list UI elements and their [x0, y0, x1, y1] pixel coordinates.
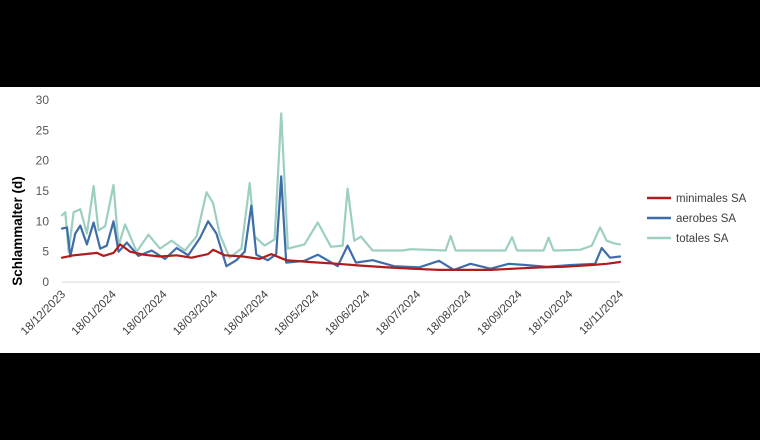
x-tick-label: 18/08/2024: [425, 288, 475, 338]
y-tick-label: 30: [36, 93, 50, 107]
legend-label-aerobes-sa: aerobes SA: [676, 213, 736, 225]
y-axis-label: Schlammalter (d): [10, 176, 25, 286]
legend-label-minimales-sa: minimales SA: [676, 193, 747, 205]
legend-label-totales-sa: totales SA: [676, 233, 729, 245]
y-tick-labels: 0 5 10 15 20 25 30: [36, 93, 50, 289]
y-tick-label: 0: [42, 275, 49, 289]
y-tick-label: 15: [36, 184, 50, 198]
x-tick-label: 18/06/2024: [323, 288, 373, 338]
y-axis-label-group: Schlammalter (d): [10, 176, 25, 286]
x-tick-label: 18/12/2023: [19, 289, 68, 338]
y-tick-label: 5: [42, 245, 49, 259]
x-tick-label: 18/11/2024: [578, 288, 627, 337]
x-tick-label: 18/02/2024: [120, 288, 170, 338]
x-tick-label: 18/07/2024: [374, 288, 424, 338]
series-line-aerobes-sa: [60, 175, 622, 271]
series-line-minimales-sa: [60, 243, 622, 271]
x-tick-label: 18/03/2024: [171, 288, 221, 338]
series-lines: [60, 112, 622, 271]
y-tick-label: 20: [36, 154, 50, 168]
y-tick-label: 10: [36, 214, 50, 228]
line-chart: Schlammalter (d) 0 5 10 15 20 25 30 18/12/2023…: [10, 93, 747, 338]
series-line-totales-sa: [60, 112, 622, 259]
x-tick-label: 18/05/2024: [273, 288, 323, 338]
x-tick-label: 18/01/2024: [70, 288, 120, 338]
x-tick-labels: 18/12/2023 18/01/2024 18/02/2024 18/03/2024…: [19, 288, 627, 338]
legend: minimales SA aerobes SA totales SA: [647, 193, 747, 245]
x-tick-label: 18/04/2024: [222, 288, 272, 338]
y-tick-label: 25: [36, 123, 50, 137]
x-tick-label: 18/09/2024: [475, 288, 525, 338]
x-tick-label: 18/10/2024: [526, 288, 576, 338]
chart-panel: Schlammalter (d) 0 5 10 15 20 25 30 18/12/2023…: [0, 87, 760, 353]
